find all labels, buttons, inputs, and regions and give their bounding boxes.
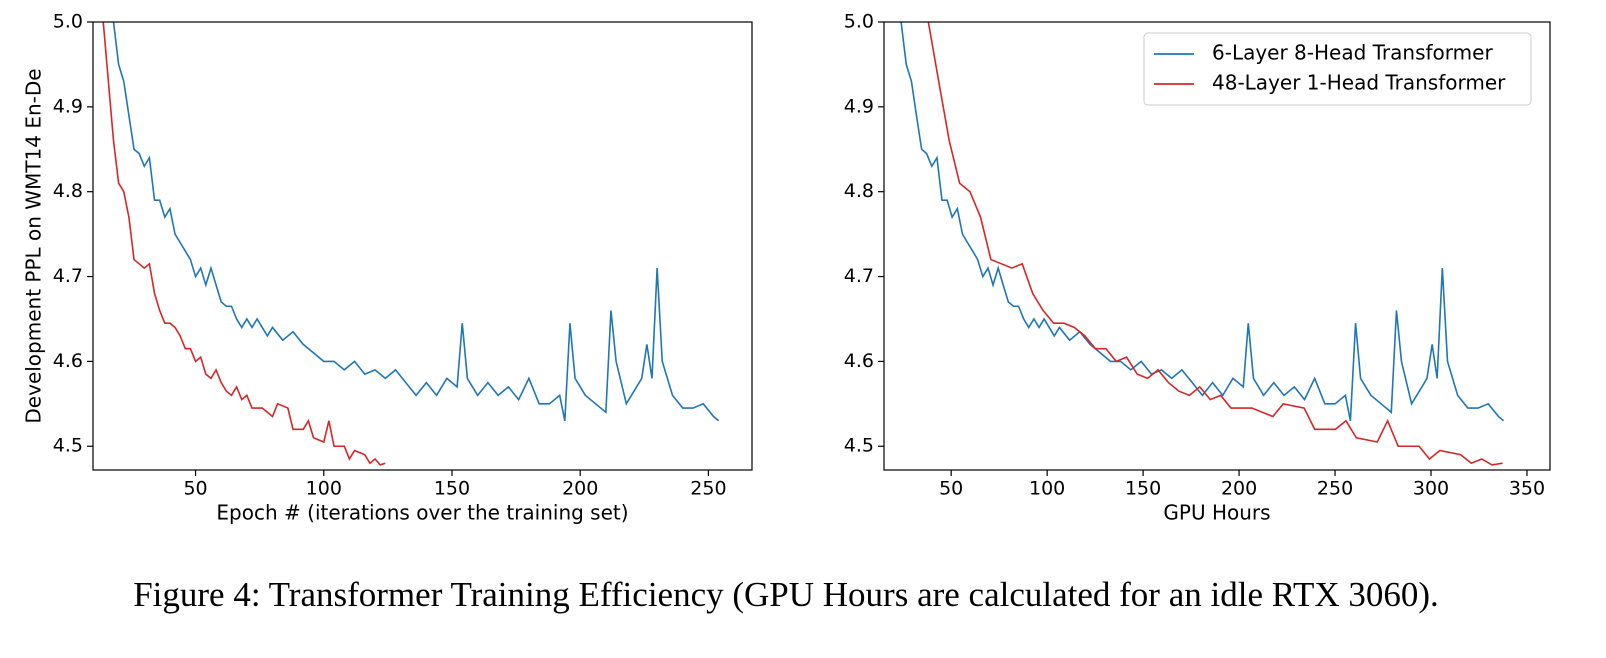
- plot-lines: [900, 22, 1505, 466]
- x-tick-label: 50: [939, 478, 963, 500]
- y-tick-label: 4.9: [844, 95, 874, 117]
- y-tick-label: 4.7: [53, 265, 83, 287]
- x-tick-label: 100: [1029, 478, 1065, 500]
- y-tick-label: 4.8: [53, 180, 83, 202]
- axes-frame: [883, 21, 1551, 471]
- y-tick-label: 4.8: [844, 180, 874, 202]
- axes-frame: [92, 21, 753, 471]
- x-axis-label: Epoch # (iterations over the training se…: [216, 501, 628, 525]
- y-tick-label: 4.5: [844, 435, 874, 457]
- data-line: [102, 22, 386, 466]
- x-tick-label: 150: [1125, 478, 1161, 500]
- y-tick-label: 4.5: [53, 435, 83, 457]
- y-tick-label: 5.0: [844, 11, 874, 33]
- y-tick-label: 4.7: [844, 265, 874, 287]
- legend-label: 6-Layer 8-Head Transformer: [1212, 41, 1493, 65]
- plot-lines: [102, 22, 720, 466]
- x-axis-label: GPU Hours: [1163, 501, 1270, 525]
- x-tick-label: 250: [690, 478, 726, 500]
- legend-label: 48-Layer 1-Head Transformer: [1212, 71, 1506, 95]
- x-tick-label: 350: [1509, 478, 1545, 500]
- x-tick-label: 250: [1317, 478, 1353, 500]
- x-tick-label: 200: [562, 478, 598, 500]
- y-tick-label: 4.9: [53, 95, 83, 117]
- y-tick-label: 5.0: [53, 11, 83, 33]
- legend-box: [1143, 32, 1532, 106]
- x-tick-label: 300: [1413, 478, 1449, 500]
- caption: Figure 4: Transformer Training Efficienc…: [133, 575, 1439, 614]
- y-tick-label: 4.6: [53, 350, 83, 372]
- x-tick-label: 50: [183, 478, 207, 500]
- y-axis-label: Development PPL on WMT14 En-De: [22, 68, 46, 423]
- x-tick-label: 150: [434, 478, 470, 500]
- y-tick-label: 4.6: [844, 350, 874, 372]
- x-tick-label: 200: [1221, 478, 1257, 500]
- data-line: [112, 22, 720, 422]
- data-line: [927, 22, 1503, 466]
- x-tick-label: 100: [306, 478, 342, 500]
